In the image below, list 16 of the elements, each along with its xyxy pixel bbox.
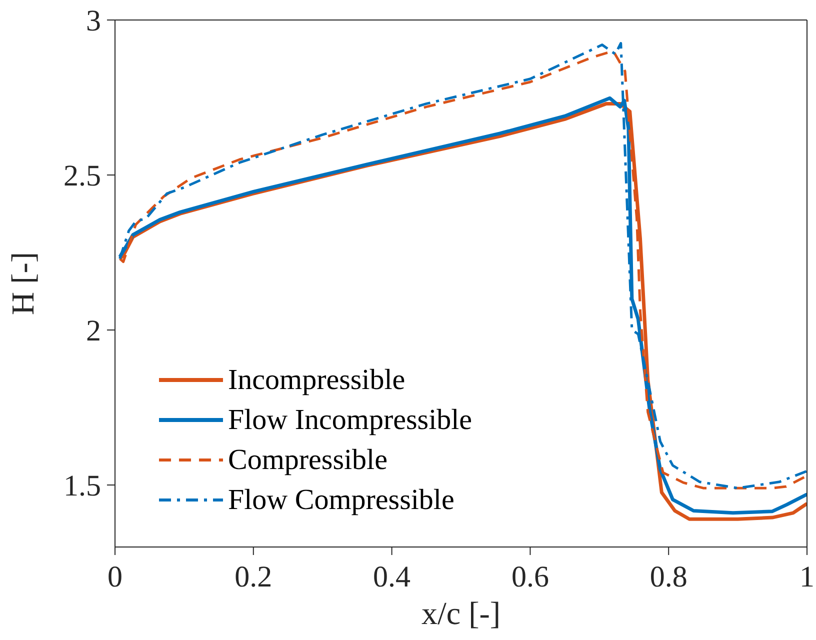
y-tick-label: 3 xyxy=(86,4,101,38)
x-tick-label: 0.4 xyxy=(373,560,411,594)
x-tick-label: 0 xyxy=(108,560,122,594)
y-axis-title: H [-] xyxy=(4,252,40,316)
x-tick-label: 0.2 xyxy=(234,560,272,594)
x-tick-label: 0.6 xyxy=(511,560,549,594)
x-axis-title: x/c [-] xyxy=(421,595,501,631)
x-tick-label: 0.8 xyxy=(650,560,688,594)
y-tick-label: 2.5 xyxy=(64,160,101,193)
legend-label: Flow Compressible xyxy=(228,483,454,518)
legend-label: Incompressible xyxy=(228,363,406,398)
legend-label: Compressible xyxy=(228,443,388,478)
legend-label: Flow Incompressible xyxy=(228,403,472,438)
x-tick-label: 1 xyxy=(800,560,814,594)
y-tick-label: 2 xyxy=(86,314,101,348)
y-tick-label: 1.5 xyxy=(64,470,101,503)
